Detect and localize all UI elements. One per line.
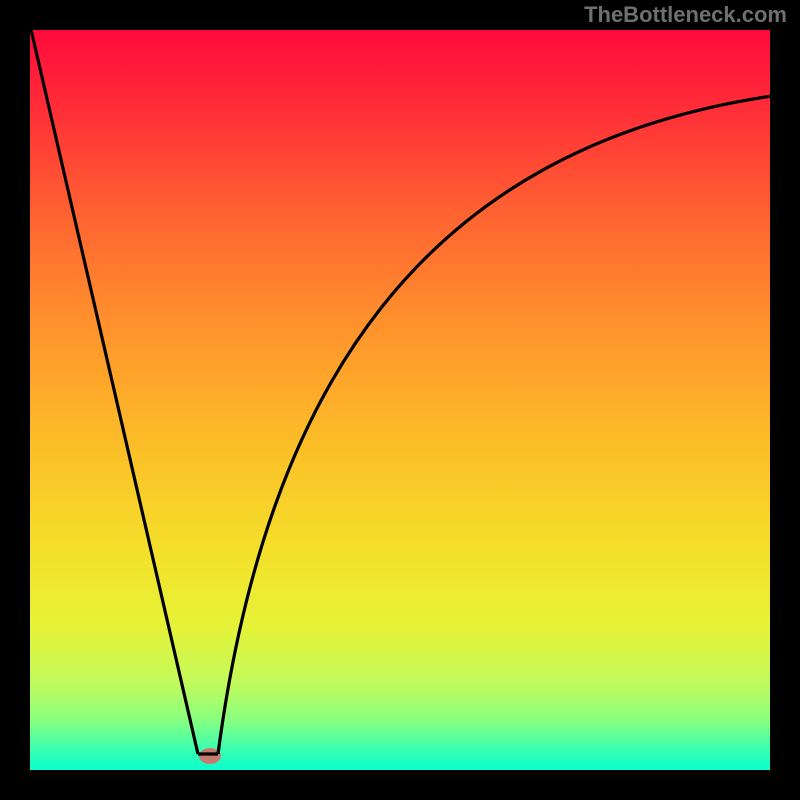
curve-layer (30, 30, 770, 770)
plot-area (30, 30, 770, 770)
curve-right-ascent (218, 96, 770, 754)
chart-container: TheBottleneck.com (0, 0, 800, 800)
watermark-text: TheBottleneck.com (584, 2, 787, 28)
curve-left-descent (30, 30, 198, 754)
